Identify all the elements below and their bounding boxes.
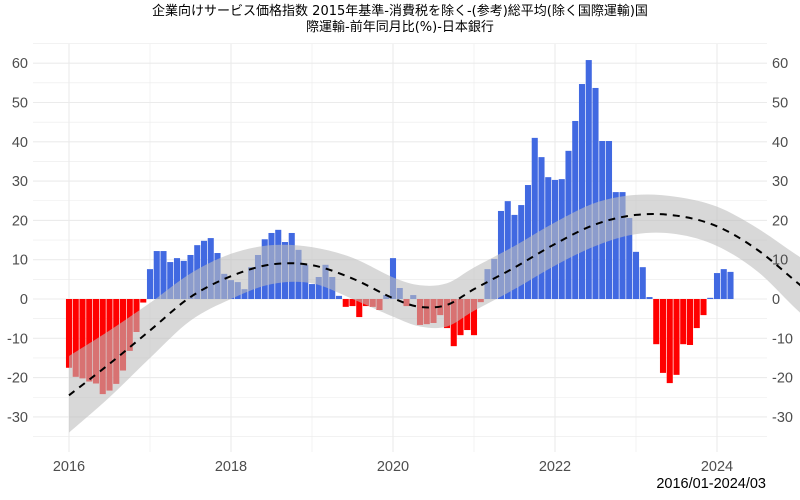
- y-tick-label: -10: [7, 331, 28, 347]
- bar: [572, 120, 579, 299]
- bar: [639, 267, 646, 299]
- bar: [686, 299, 694, 345]
- bar: [167, 262, 174, 299]
- y-tick-label: 50: [12, 96, 28, 112]
- bar: [673, 299, 680, 375]
- bar: [335, 295, 343, 299]
- bar: [86, 299, 93, 382]
- bar: [578, 84, 586, 300]
- chart-title-line1: 企業向けサービス価格指数 2015年基準-消費税を除く-(参考)総平均(除く国際…: [152, 4, 648, 19]
- confidence-band: [69, 194, 800, 433]
- x-tick-label: 2016: [53, 459, 85, 475]
- y-tick-label: -20: [7, 371, 28, 387]
- y-axis-left-labels: -30 -20 -10 0 10 20 30 40 50 60: [7, 56, 28, 426]
- y-tick-label: -30: [772, 410, 793, 426]
- bar: [79, 299, 86, 379]
- x-tick-label: 2024: [701, 459, 733, 475]
- y-tick-label: -10: [772, 331, 793, 347]
- x-tick-label: 2020: [377, 459, 409, 475]
- bar: [531, 137, 538, 299]
- bar: [693, 299, 700, 329]
- bar: [619, 192, 626, 299]
- bar: [632, 251, 640, 299]
- y-tick-label: 0: [20, 292, 28, 308]
- bar: [707, 297, 714, 299]
- bar: [153, 251, 160, 299]
- bar: [538, 157, 545, 299]
- chart-title-line2: 際運輸-前年同月比(%)-日本銀行: [306, 20, 494, 35]
- bar: [308, 284, 316, 299]
- y-tick-label: 60: [12, 56, 28, 72]
- x-tick-label: 2022: [539, 459, 571, 475]
- bar: [646, 297, 653, 299]
- bar: [342, 299, 349, 307]
- y-tick-label: -30: [7, 410, 28, 426]
- bar: [349, 299, 356, 307]
- y-tick-label: 60: [772, 56, 788, 72]
- gridlines: [33, 43, 767, 452]
- bar: [653, 299, 660, 345]
- period-label: 2016/01-2024/03: [656, 476, 766, 492]
- bar: [680, 299, 687, 345]
- y-tick-label: 20: [772, 213, 788, 229]
- bar: [592, 87, 599, 299]
- bar: [470, 299, 478, 336]
- y-tick-label: 40: [12, 135, 28, 151]
- y-tick-label: 30: [12, 174, 28, 190]
- bar: [700, 299, 707, 316]
- bar: [666, 299, 673, 384]
- bar: [585, 60, 592, 299]
- y-tick-label: 30: [772, 174, 788, 190]
- bar: [72, 299, 79, 377]
- y-tick-label: 20: [12, 213, 28, 229]
- bar: [727, 271, 734, 299]
- y-tick-label: 0: [772, 292, 780, 308]
- bar: [146, 269, 154, 299]
- bar: [241, 289, 248, 299]
- bar: [65, 299, 73, 368]
- y-axis-right-labels: -30 -20 -10 0 10 20 30 40 50 60: [772, 56, 793, 426]
- bar: [173, 258, 181, 299]
- y-tick-label: 50: [772, 96, 788, 112]
- y-tick-label: 40: [772, 135, 788, 151]
- bar: [160, 251, 167, 299]
- bar: [356, 299, 363, 318]
- bar: [140, 299, 147, 303]
- bar: [720, 269, 727, 299]
- y-tick-label: 10: [12, 253, 28, 269]
- x-tick-label: 2018: [215, 459, 247, 475]
- y-tick-label: -20: [772, 371, 793, 387]
- trend-line: [68, 213, 800, 397]
- bar: [713, 273, 721, 299]
- x-axis-labels: 2016 2018 2020 2022 2024: [53, 459, 733, 475]
- bar: [659, 299, 667, 373]
- bar: [315, 276, 322, 299]
- bar: [612, 192, 619, 299]
- y-tick-label: 10: [772, 253, 788, 269]
- bar: [626, 218, 633, 299]
